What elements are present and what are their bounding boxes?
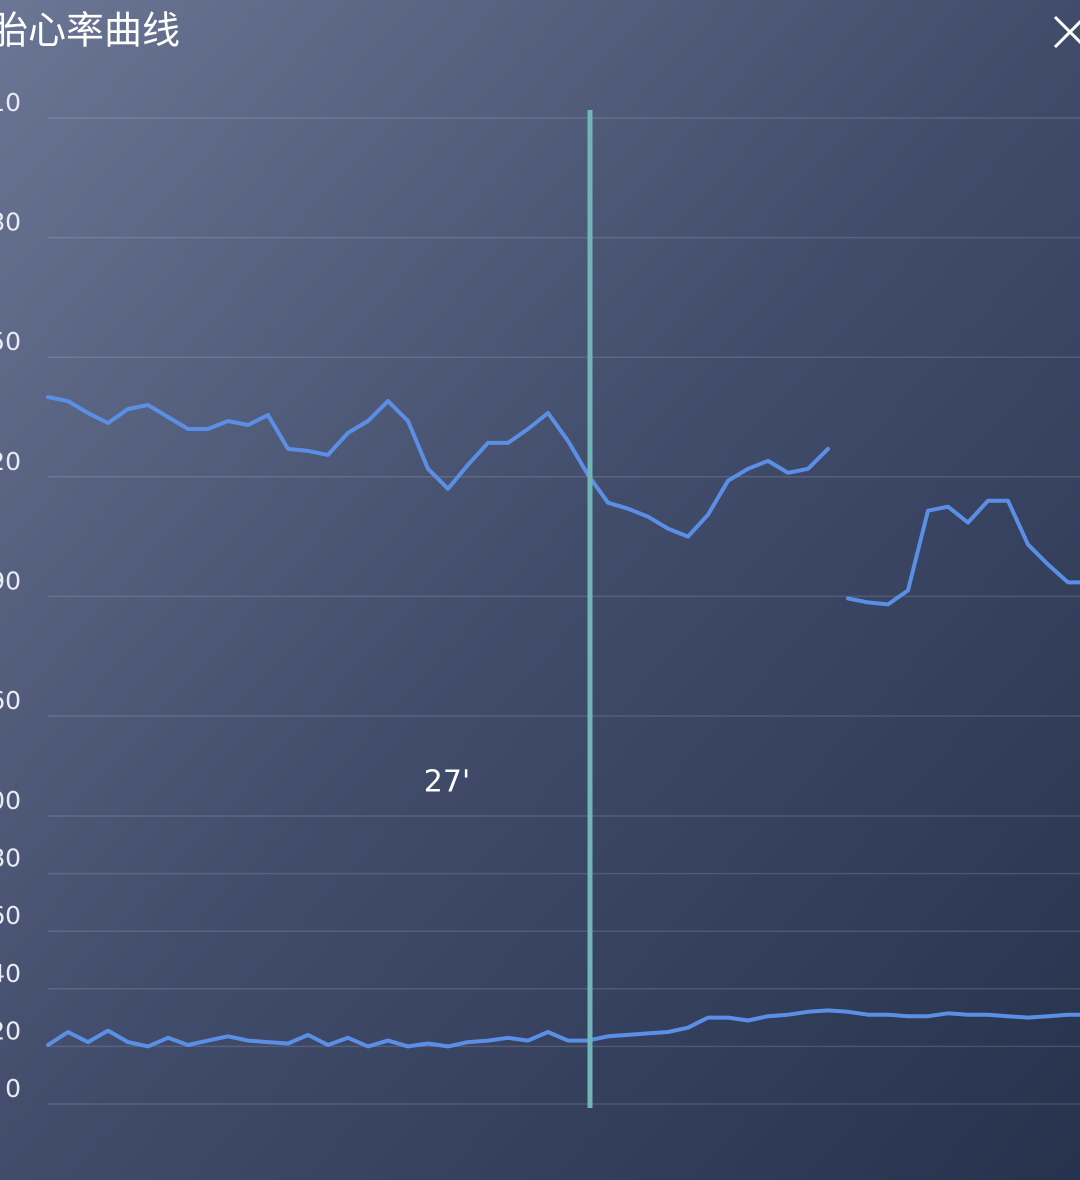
close-button[interactable] bbox=[1053, 15, 1080, 49]
y-tick-label: 20 bbox=[0, 1016, 21, 1045]
y-tick-label: 80 bbox=[0, 844, 21, 873]
data-line bbox=[46, 1008, 1080, 1049]
y-tick-label: 100 bbox=[0, 786, 21, 815]
page-title: 胎心率曲线 bbox=[0, 9, 180, 53]
y-tick-label: 60 bbox=[0, 686, 21, 715]
y-tick-label: 180 bbox=[0, 208, 21, 237]
y-tick-label: 60 bbox=[0, 901, 21, 930]
y-tick-label: 120 bbox=[0, 447, 21, 476]
y-tick-label: 0 bbox=[5, 1074, 21, 1103]
y-tick-label: 90 bbox=[0, 566, 21, 595]
y-tick-label: 40 bbox=[0, 959, 21, 988]
annotation: 27' bbox=[424, 765, 470, 800]
y-tick-label: 210 bbox=[0, 88, 21, 117]
y-tick-label: 150 bbox=[0, 327, 21, 356]
data-line bbox=[46, 395, 1080, 607]
